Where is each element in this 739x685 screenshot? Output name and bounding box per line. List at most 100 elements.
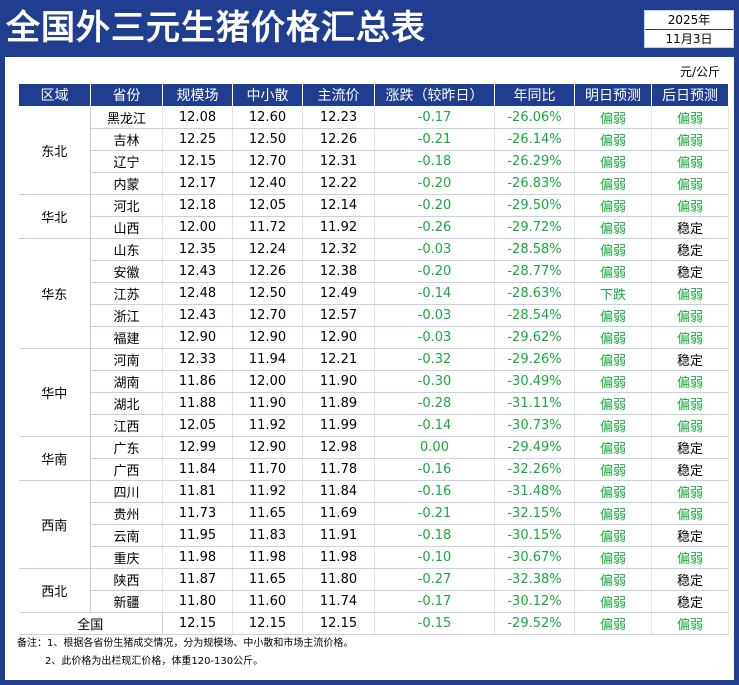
table-panel: 元/公斤 区域 省份 规模场 中小散 主流价 涨跌（较昨日） 年同比 明日预测 后日预测 东北黑…	[5, 57, 734, 680]
note-1: 备注：1、根据各省份生猪成交情况，分为规模场、中小散和市场主流价格。	[17, 638, 354, 649]
value-cell: -30.15%	[494, 524, 575, 547]
table-body: 东北 黑龙江 12.08 12.60 12.23 -0.17 -26.06% 偏弱 偏弱 吉林 12…	[18, 106, 729, 635]
value-cell: 稳定	[651, 524, 729, 547]
value-cell: 偏弱	[574, 216, 652, 239]
value-cell: 11.60	[232, 590, 303, 613]
value-cell: 12.99	[162, 436, 233, 459]
value-cell: 偏弱	[651, 150, 729, 173]
value-cell: -30.12%	[494, 590, 575, 613]
value-cell: -0.03	[374, 238, 495, 261]
region-cell: 东北	[18, 106, 91, 195]
value-cell: -26.14%	[494, 128, 575, 151]
value-cell: 11.94	[232, 348, 303, 371]
value-cell: 11.70	[232, 458, 303, 481]
value-cell: 12.31	[302, 150, 375, 173]
column-header: 明日预测	[574, 83, 652, 107]
value-cell: 12.98	[302, 436, 375, 459]
value-cell: 偏弱	[574, 590, 652, 613]
value-cell: 12.05	[232, 194, 303, 217]
value-cell: 偏弱	[574, 436, 652, 459]
date-year: 2025年	[645, 11, 733, 30]
value-cell: 偏弱	[574, 326, 652, 349]
value-cell: 12.15	[232, 612, 303, 635]
unit-label: 元/公斤	[679, 65, 720, 79]
value-cell: 12.22	[302, 172, 375, 195]
value-cell: -0.17	[374, 106, 495, 129]
value-cell: 偏弱	[574, 392, 652, 415]
table-row: 山西 12.00 11.72 11.92 -0.26 -29.72% 偏弱 稳定	[19, 216, 729, 239]
province-cell: 山西	[90, 216, 163, 239]
value-cell: -29.62%	[494, 326, 575, 349]
column-header: 涨跌（较昨日）	[374, 83, 495, 107]
province-cell: 江苏	[90, 282, 163, 305]
header-bar: 全国外三元生猪价格汇总表 2025年 11月3日	[0, 0, 739, 56]
value-cell: 稳定	[651, 260, 729, 283]
table-row: 江苏 12.48 12.50 12.49 -0.14 -28.63% 下跌 偏弱	[19, 282, 729, 305]
value-cell: 11.98	[162, 546, 233, 569]
value-cell: -0.17	[374, 590, 495, 613]
value-cell: -0.18	[374, 524, 495, 547]
value-cell: -29.49%	[494, 436, 575, 459]
value-cell: 11.84	[162, 458, 233, 481]
page-title: 全国外三元生猪价格汇总表	[6, 8, 426, 48]
value-cell: -0.26	[374, 216, 495, 239]
value-cell: -0.20	[374, 194, 495, 217]
province-cell: 福建	[90, 326, 163, 349]
value-cell: -0.03	[374, 304, 495, 327]
value-cell: 12.15	[162, 612, 233, 635]
value-cell: 偏弱	[574, 458, 652, 481]
value-cell: 11.92	[302, 216, 375, 239]
value-cell: -30.73%	[494, 414, 575, 437]
value-cell: 12.43	[162, 260, 233, 283]
value-cell: -0.20	[374, 260, 495, 283]
value-cell: 偏弱	[651, 304, 729, 327]
value-cell: 12.00	[162, 216, 233, 239]
table-header-row: 区域 省份 规模场 中小散 主流价 涨跌（较昨日） 年同比 明日预测 后日预测	[18, 83, 729, 107]
value-cell: -28.77%	[494, 260, 575, 283]
value-cell: -0.10	[374, 546, 495, 569]
note-2: 2、此价格为出栏现汇价格，体重120-130公斤。	[45, 656, 264, 667]
value-cell: -0.21	[374, 502, 495, 525]
column-header: 主流价	[302, 83, 375, 107]
value-cell: 12.49	[302, 282, 375, 305]
value-cell: 11.83	[232, 524, 303, 547]
table-row: 浙江 12.43 12.70 12.57 -0.03 -28.54% 偏弱 偏弱	[19, 304, 729, 327]
value-cell: 12.18	[162, 194, 233, 217]
table-row: 江西 12.05 11.92 11.99 -0.14 -30.73% 偏弱 偏弱	[19, 414, 729, 437]
column-header: 后日预测	[651, 83, 729, 107]
province-cell: 河南	[90, 348, 163, 371]
value-cell: 偏弱	[651, 172, 729, 195]
table-row: 湖北 11.88 11.90 11.89 -0.28 -31.11% 偏弱 偏弱	[19, 392, 729, 415]
value-cell: 偏弱	[574, 172, 652, 195]
value-cell: -32.26%	[494, 458, 575, 481]
value-cell: 偏弱	[651, 612, 729, 635]
value-cell: 12.57	[302, 304, 375, 327]
table-row: 华北 河北 12.18 12.05 12.14 -0.20 -29.50% 偏弱 偏弱	[18, 194, 729, 239]
value-cell: 12.40	[232, 172, 303, 195]
value-cell: -0.16	[374, 480, 495, 503]
value-cell: 0.00	[374, 436, 495, 459]
value-cell: 12.90	[232, 326, 303, 349]
province-cell: 河北	[90, 194, 163, 217]
value-cell: 偏弱	[574, 612, 652, 635]
value-cell: -0.30	[374, 370, 495, 393]
value-cell: 11.72	[232, 216, 303, 239]
value-cell: -31.48%	[494, 480, 575, 503]
region-cell: 华南	[18, 436, 91, 481]
value-cell: 12.90	[232, 436, 303, 459]
province-cell: 重庆	[90, 546, 163, 569]
column-header: 规模场	[162, 83, 233, 107]
region-cell: 华中	[18, 348, 91, 437]
value-cell: 11.87	[162, 568, 233, 591]
province-cell: 广东	[90, 436, 163, 459]
value-cell: 偏弱	[574, 128, 652, 151]
table-row: 内蒙 12.17 12.40 12.22 -0.20 -26.83% 偏弱 偏弱	[19, 172, 729, 195]
value-cell: 12.23	[302, 106, 375, 129]
column-header: 年同比	[494, 83, 575, 107]
province-cell: 四川	[90, 480, 163, 503]
table-row: 广西 11.84 11.70 11.78 -0.16 -32.26% 偏弱 稳定	[19, 458, 729, 481]
value-cell: -0.27	[374, 568, 495, 591]
region-cell: 华东	[18, 238, 91, 349]
value-cell: 12.50	[232, 128, 303, 151]
value-cell: 12.35	[162, 238, 233, 261]
